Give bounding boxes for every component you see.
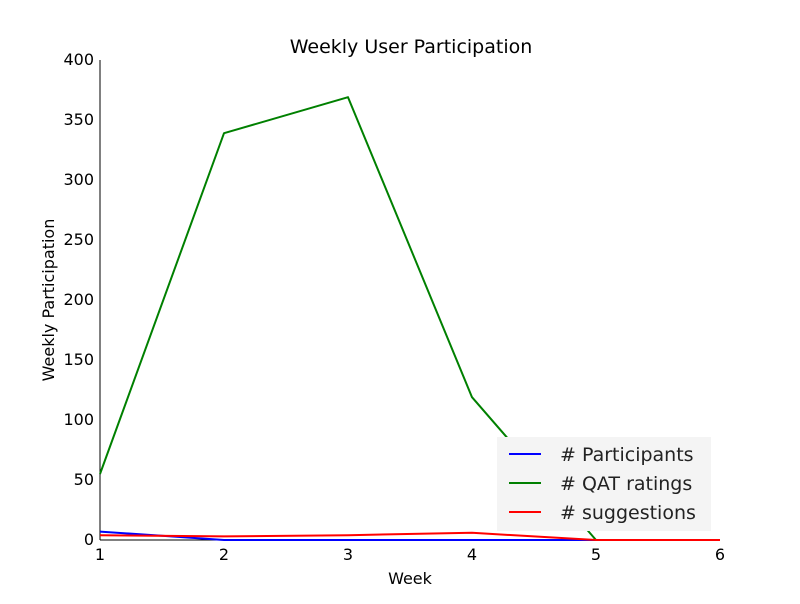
x-tick-label: 2	[219, 545, 229, 564]
series-line-2	[99, 531, 720, 541]
legend-label: # suggestions	[560, 502, 696, 524]
legend-label: # QAT ratings	[560, 473, 692, 495]
x-axis-label: Week	[388, 569, 433, 588]
y-tick-label: 350	[63, 110, 94, 129]
chart-title: Weekly User Participation	[290, 36, 533, 58]
y-tick-label: 150	[63, 350, 94, 369]
x-tick-label: 5	[591, 545, 601, 564]
y-tick-label: 250	[63, 230, 94, 249]
y-tick-label: 50	[74, 470, 94, 489]
x-tick-label: 6	[715, 545, 725, 564]
y-tick-label: 200	[63, 290, 94, 309]
legend: # Participants # QAT ratings # suggestions	[497, 437, 711, 531]
axes: 0 50 100 150 200 250 300 350 400 1 2 3 4 5 6	[63, 50, 725, 564]
y-tick-label: 300	[63, 170, 94, 189]
y-axis-label: Weekly Participation	[39, 219, 58, 382]
series-lines	[99, 96, 720, 541]
x-tick-label: 1	[95, 545, 105, 564]
x-tick-label: 4	[467, 545, 477, 564]
y-tick-label: 0	[84, 530, 94, 549]
legend-label: # Participants	[560, 444, 694, 466]
x-tick-label: 3	[343, 545, 353, 564]
y-tick-label: 400	[63, 50, 94, 69]
y-tick-label: 100	[63, 410, 94, 429]
